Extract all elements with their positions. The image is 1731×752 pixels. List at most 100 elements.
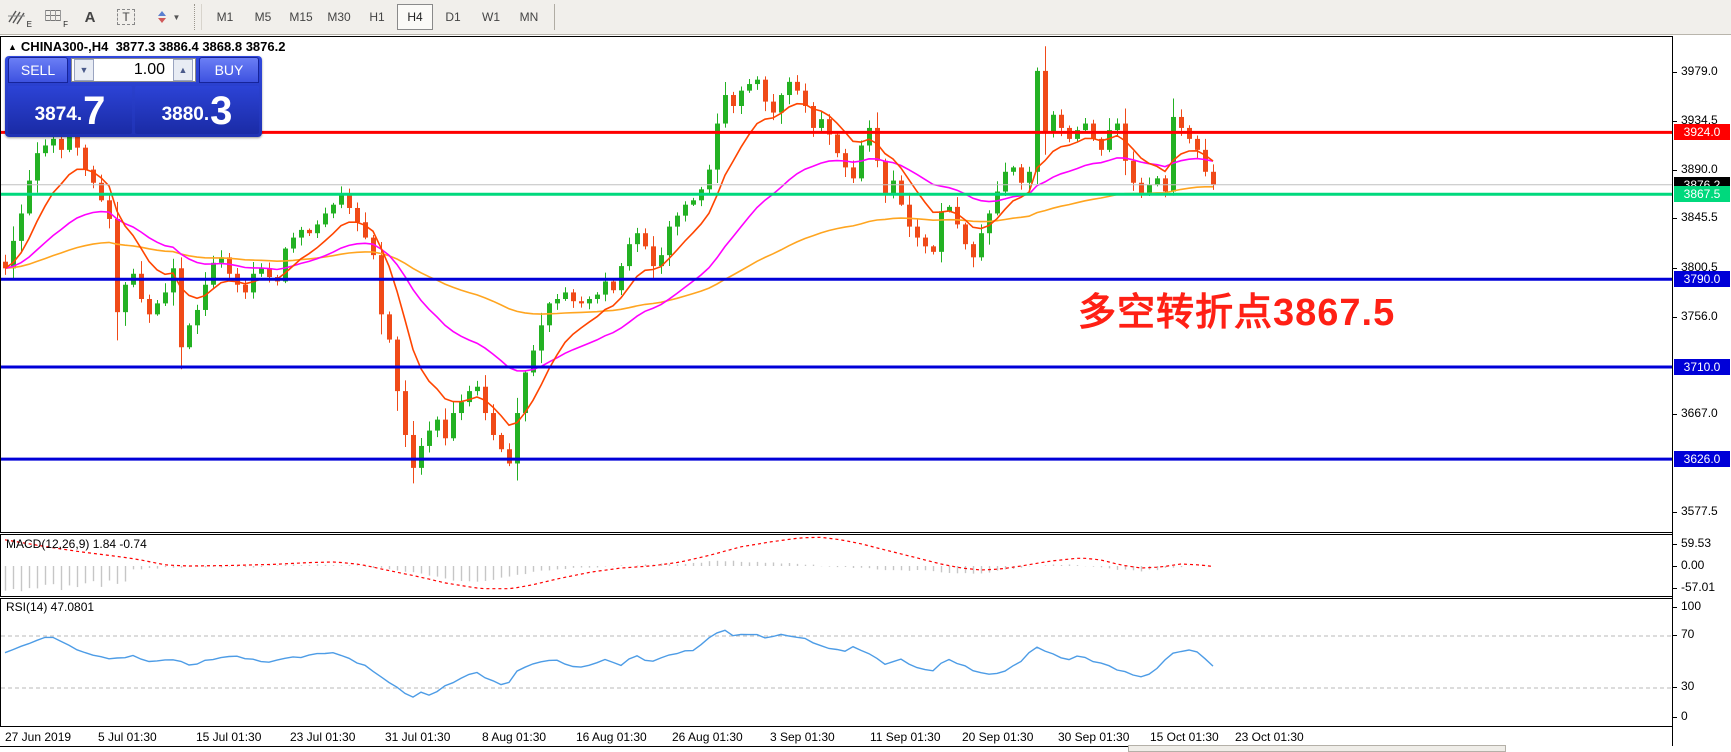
main-chart-panel: [0, 36, 1673, 533]
one-click-trading-panel: SELL ▼ 1.00 ▲ BUY 3874. 7 3880. 3: [5, 56, 262, 137]
main-chart-plot[interactable]: [1, 37, 1672, 532]
sort-arrows-glyph: [157, 11, 166, 23]
time-label: 30 Sep 01:30: [1058, 730, 1130, 744]
price-tick-label: 3577.5: [1681, 504, 1718, 519]
price-tick-label: 3845.5: [1681, 210, 1718, 225]
horizontal-scrollbar[interactable]: [1128, 745, 1506, 752]
order-prices-row: 3874. 7 3880. 3: [8, 86, 259, 134]
time-label: 8 Aug 01:30: [482, 730, 547, 744]
price-tick-label: 3934.5: [1681, 112, 1718, 127]
timeframe-buttons: M1 M5 M15 M30 H1 H4 D1 W1 MN: [206, 4, 548, 30]
bottom-border-line: [0, 746, 1128, 747]
timeframe-button-h4[interactable]: H4: [397, 4, 433, 30]
axis-tick-mark: [1673, 717, 1677, 718]
ma-fast-line[interactable]: [4, 102, 1214, 427]
axis-tick-mark: [1673, 544, 1677, 545]
chart-title: ▲ CHINA300-,H4 3877.3 3886.4 3868.8 3876.…: [8, 39, 285, 54]
volume-decrease-button[interactable]: ▼: [74, 59, 94, 81]
rsi-label: RSI(14) 47.0801: [6, 600, 95, 614]
rsi-plot[interactable]: [1, 599, 1672, 726]
price-badge-3790.0: 3790.0: [1674, 271, 1730, 288]
timeframe-button-m1[interactable]: M1: [216, 10, 234, 24]
rsi-axis-label: 70: [1681, 627, 1695, 641]
order-controls-row: SELL ▼ 1.00 ▲ BUY: [5, 56, 262, 84]
axis-tick-mark: [1673, 169, 1677, 171]
macd-axis-label: 59.53: [1681, 536, 1712, 550]
price-axis[interactable]: 3979.0 3934.5 3890.0 3845.5 3800.5 3756.0 3667…: [1672, 36, 1731, 746]
dropdown-caret-icon: ▼: [172, 12, 181, 22]
time-label: 26 Aug 01:30: [672, 730, 743, 744]
timeframe-button-d1[interactable]: D1: [445, 10, 461, 24]
macd-plot[interactable]: [1, 535, 1672, 596]
ma-mid-line[interactable]: [4, 157, 1214, 372]
price-tick-label: 3756.0: [1681, 308, 1718, 323]
time-label: 31 Jul 01:30: [385, 730, 451, 744]
buy-price-big-digit: 3: [210, 89, 233, 133]
timeframe-button-h1[interactable]: H1: [369, 10, 385, 24]
sell-price[interactable]: 3874. 7: [8, 86, 132, 134]
timeframe-button-m15[interactable]: M15: [289, 10, 313, 24]
axis-tick-mark: [1673, 588, 1677, 589]
time-axis[interactable]: 27 Jun 2019 5 Jul 01:30 15 Jul 01:30 23 Jul…: [0, 727, 1672, 746]
expert-chart-icon[interactable]: E: [1, 4, 35, 30]
axis-tick-mark: [1673, 218, 1677, 220]
ma-slow-line[interactable]: [4, 186, 1213, 315]
axis-tick-mark: [1673, 687, 1677, 688]
timeframe-button-mn[interactable]: MN: [519, 10, 539, 24]
volume-stepper: ▼ 1.00 ▲: [71, 58, 196, 82]
price-tick-label: 3890.0: [1681, 161, 1718, 176]
axis-tick-mark: [1673, 607, 1677, 608]
icon-badge-e: E: [26, 20, 32, 29]
price-badge-3867.5: 3867.5: [1674, 186, 1730, 203]
timeframe-button-m5[interactable]: M5: [254, 10, 272, 24]
price-tick-label: 3979.0: [1681, 64, 1718, 78]
time-label: 27 Jun 2019: [5, 730, 72, 744]
chart-ohlc-values: 3877.3 3886.4 3868.8 3876.2: [115, 39, 286, 54]
toolbar: E F A T ▼ M1 M5 M15 M30 H1 H4 D1 W1 MN: [0, 0, 1731, 35]
buy-button[interactable]: BUY: [199, 57, 259, 83]
order-arrows-icon[interactable]: ▼: [145, 4, 189, 30]
rsi-panel: [0, 598, 1673, 727]
time-label: 23 Oct 01:30: [1235, 730, 1304, 744]
macd-axis-label: -57.01: [1681, 580, 1716, 594]
time-label: 20 Sep 01:30: [962, 730, 1034, 744]
buy-price[interactable]: 3880. 3: [135, 86, 259, 134]
time-label: 16 Aug 01:30: [576, 730, 647, 744]
axis-tick-mark: [1673, 316, 1677, 318]
grid-dots-glyph: [45, 10, 61, 21]
axis-tick-mark: [1673, 120, 1677, 122]
sell-button[interactable]: SELL: [8, 57, 68, 83]
toolbar-separator: [194, 4, 202, 30]
price-badge-3710.0: 3710.0: [1674, 358, 1730, 375]
axis-tick-mark: [1673, 414, 1677, 416]
time-label: 15 Oct 01:30: [1150, 730, 1219, 744]
timeframe-button-m30[interactable]: M30: [327, 10, 351, 24]
rsi-axis-label: 30: [1681, 679, 1695, 693]
timeframe-button-w1[interactable]: W1: [482, 10, 500, 24]
axis-tick-mark: [1673, 72, 1677, 73]
price-tick-label: 3800.5: [1681, 259, 1718, 274]
axis-tick-mark: [1673, 267, 1677, 269]
macd-panel: [0, 534, 1673, 597]
macd-signal-line: [4, 536, 1214, 590]
macd-label: MACD(12,26,9) 1.84 -0.74: [6, 537, 147, 551]
symbol-marker-icon: ▲: [8, 42, 17, 52]
time-label: 15 Jul 01:30: [196, 730, 262, 744]
grid-icon[interactable]: F: [37, 4, 71, 30]
time-label: 23 Jul 01:30: [290, 730, 356, 744]
time-label: 3 Sep 01:30: [770, 730, 835, 744]
icon-badge-f: F: [63, 20, 68, 29]
time-label: 11 Sep 01:30: [870, 730, 941, 744]
rsi-axis-label: 0: [1681, 709, 1688, 723]
volume-increase-button[interactable]: ▲: [173, 59, 193, 81]
text-label-icon[interactable]: T: [109, 4, 143, 30]
price-badge-3924.0: 3924.0: [1674, 124, 1730, 141]
price-tick-label: 3667.0: [1681, 406, 1718, 421]
axis-tick-mark: [1673, 566, 1677, 567]
font-a-icon[interactable]: A: [84, 8, 96, 26]
volume-input[interactable]: 1.00: [133, 61, 165, 78]
buy-price-small-digits: 3880.: [161, 104, 210, 125]
sell-price-big-digit: 7: [83, 89, 106, 133]
time-label: 5 Jul 01:30: [98, 730, 157, 744]
